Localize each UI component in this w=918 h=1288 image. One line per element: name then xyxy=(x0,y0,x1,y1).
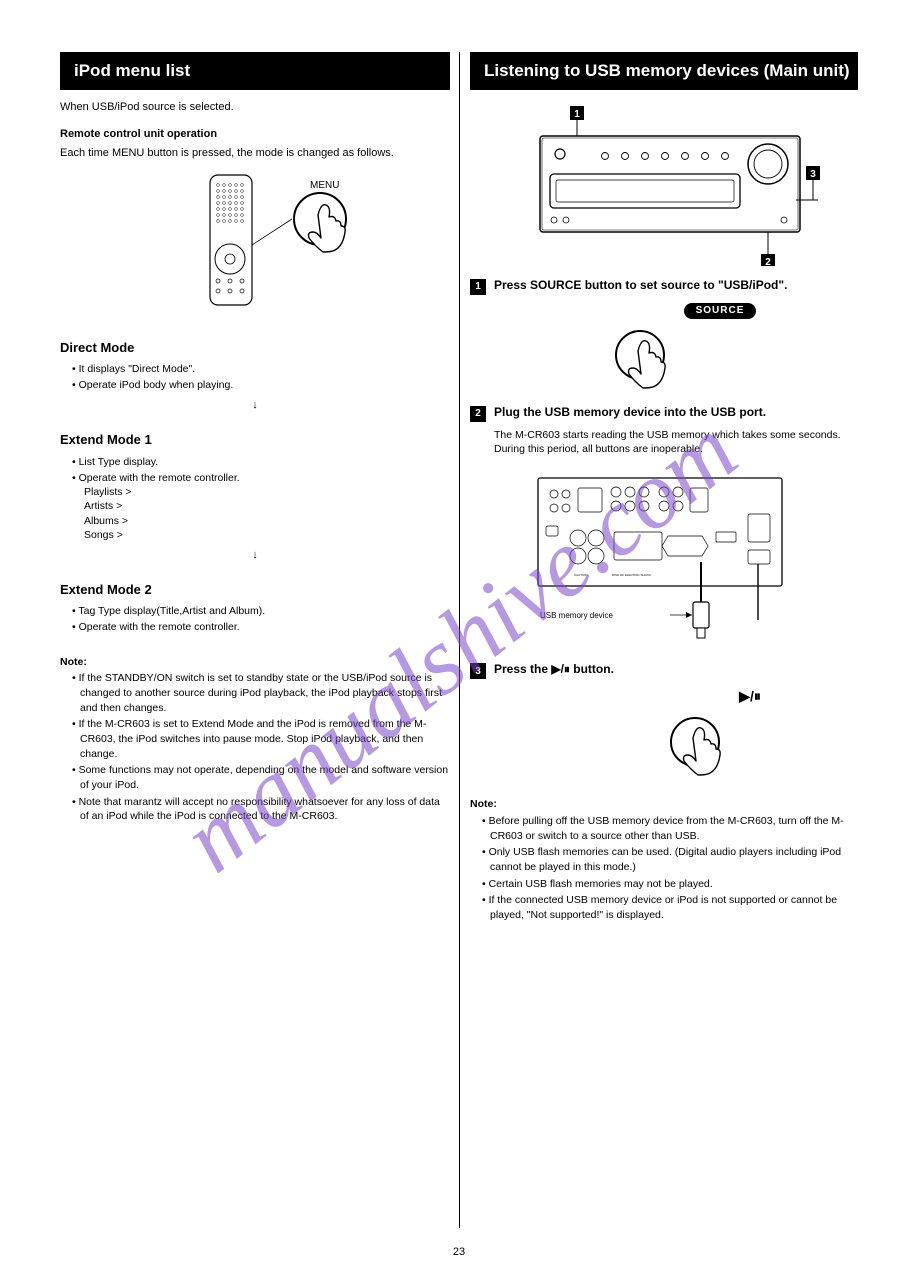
remote-op-heading: Remote control unit operation xyxy=(60,127,450,142)
rear-reading-text: The M-CR603 starts reading the USB memor… xyxy=(494,428,860,456)
rear-panel-svg: CAUTION RISK OF ELECTRIC SHOCK USB memor… xyxy=(530,470,810,650)
section-bar-right-title: Listening to USB memory devices (Main un… xyxy=(484,61,850,81)
step-1: 1 Press SOURCE button to set source to "… xyxy=(470,278,860,295)
source-btn-svg xyxy=(580,319,730,399)
left-note-4: • Note that marantz will accept no respo… xyxy=(72,795,450,824)
left-column: When USB/iPod source is selected. Remote… xyxy=(60,96,450,824)
play-button-illustration: ▶/⏸ xyxy=(640,687,860,777)
step-2-num: 2 xyxy=(470,406,486,422)
extend2-head: Extend Mode 2 xyxy=(60,581,450,599)
svg-text:CAUTION: CAUTION xyxy=(574,573,588,577)
step-1-txt: Press SOURCE button to set source to "US… xyxy=(494,278,787,294)
section-bar-left-title: iPod menu list xyxy=(74,61,190,81)
direct-b1: • It displays "Direct Mode". xyxy=(72,362,450,376)
play-btn-svg xyxy=(640,706,780,786)
menu-label: MENU xyxy=(310,179,339,193)
left-note-2: • If the M-CR603 is set to Extend Mode a… xyxy=(72,717,450,761)
arrow-down-icon: ↓ xyxy=(60,398,450,413)
svg-text:2: 2 xyxy=(765,257,771,266)
source-tag: SOURCE xyxy=(684,303,757,319)
remote-illustration: MENU xyxy=(60,171,450,321)
right-notes: Note: • Before pulling off the USB memor… xyxy=(470,797,860,923)
page-number: 23 xyxy=(453,1246,465,1258)
extend2-b2: • Operate with the remote controller. xyxy=(72,620,450,634)
step-2: 2 Plug the USB memory device into the US… xyxy=(470,405,860,422)
sub-songs: Songs > xyxy=(84,528,450,542)
remote-svg xyxy=(60,171,440,321)
step-3-txt: Press the ▶/⏸ button. xyxy=(494,662,614,678)
right-note-4: • If the connected USB memory device or … xyxy=(482,893,860,922)
intro-line: When USB/iPod source is selected. xyxy=(60,100,450,115)
right-column: 1 3 xyxy=(470,96,860,923)
extend1-head: Extend Mode 1 xyxy=(60,431,450,449)
step-3-num: 3 xyxy=(470,663,486,679)
arrow-down-icon: ↓ xyxy=(60,548,450,563)
right-note-1: • Before pulling off the USB memory devi… xyxy=(482,814,860,843)
rear-panel-illustration: CAUTION RISK OF ELECTRIC SHOCK USB memor… xyxy=(530,470,860,650)
right-note-3: • Certain USB flash memories may not be … xyxy=(482,877,860,892)
left-note-1: • If the STANDBY/ON switch is set to sta… xyxy=(72,671,450,715)
step-2-txt: Plug the USB memory device into the USB … xyxy=(494,405,766,421)
step-3: 3 Press the ▶/⏸ button. xyxy=(470,662,860,679)
direct-mode-head: Direct Mode xyxy=(60,339,450,357)
right-note-2: • Only USB flash memories can be used. (… xyxy=(482,845,860,874)
svg-text:1: 1 xyxy=(574,109,580,120)
step-1-num: 1 xyxy=(470,279,486,295)
sub-playlists: Playlists > xyxy=(84,485,450,499)
extend2-b1: • Tag Type display(Title,Artist and Albu… xyxy=(72,604,450,618)
play-pause-symbol: ▶/⏸ xyxy=(640,687,860,706)
front-panel-svg: 1 3 xyxy=(520,106,820,266)
sub-artists: Artists > xyxy=(84,499,450,513)
svg-text:USB memory device: USB memory device xyxy=(540,611,613,620)
section-bar-left: iPod menu list xyxy=(60,52,450,90)
section-bar-right: Listening to USB memory devices (Main un… xyxy=(470,52,858,90)
note-label: Note: xyxy=(470,798,497,810)
sub-albums: Albums > xyxy=(84,514,450,528)
vertical-divider xyxy=(459,52,460,1228)
front-panel-illustration: 1 3 xyxy=(520,106,860,266)
direct-b2: • Operate iPod body when playing. xyxy=(72,378,450,392)
svg-text:RISK OF ELECTRIC SHOCK: RISK OF ELECTRIC SHOCK xyxy=(612,573,651,577)
left-notes: Note: • If the STANDBY/ON switch is set … xyxy=(60,655,450,825)
extend1-b1: • List Type display. xyxy=(72,455,450,469)
remote-op-text: Each time MENU button is pressed, the mo… xyxy=(60,146,450,161)
extend1-b2: • Operate with the remote controller. xyxy=(72,471,450,485)
svg-text:3: 3 xyxy=(810,169,816,180)
note-label: Note: xyxy=(60,656,87,668)
source-button-illustration: SOURCE xyxy=(580,303,860,393)
left-note-3: • Some functions may not operate, depend… xyxy=(72,763,450,792)
